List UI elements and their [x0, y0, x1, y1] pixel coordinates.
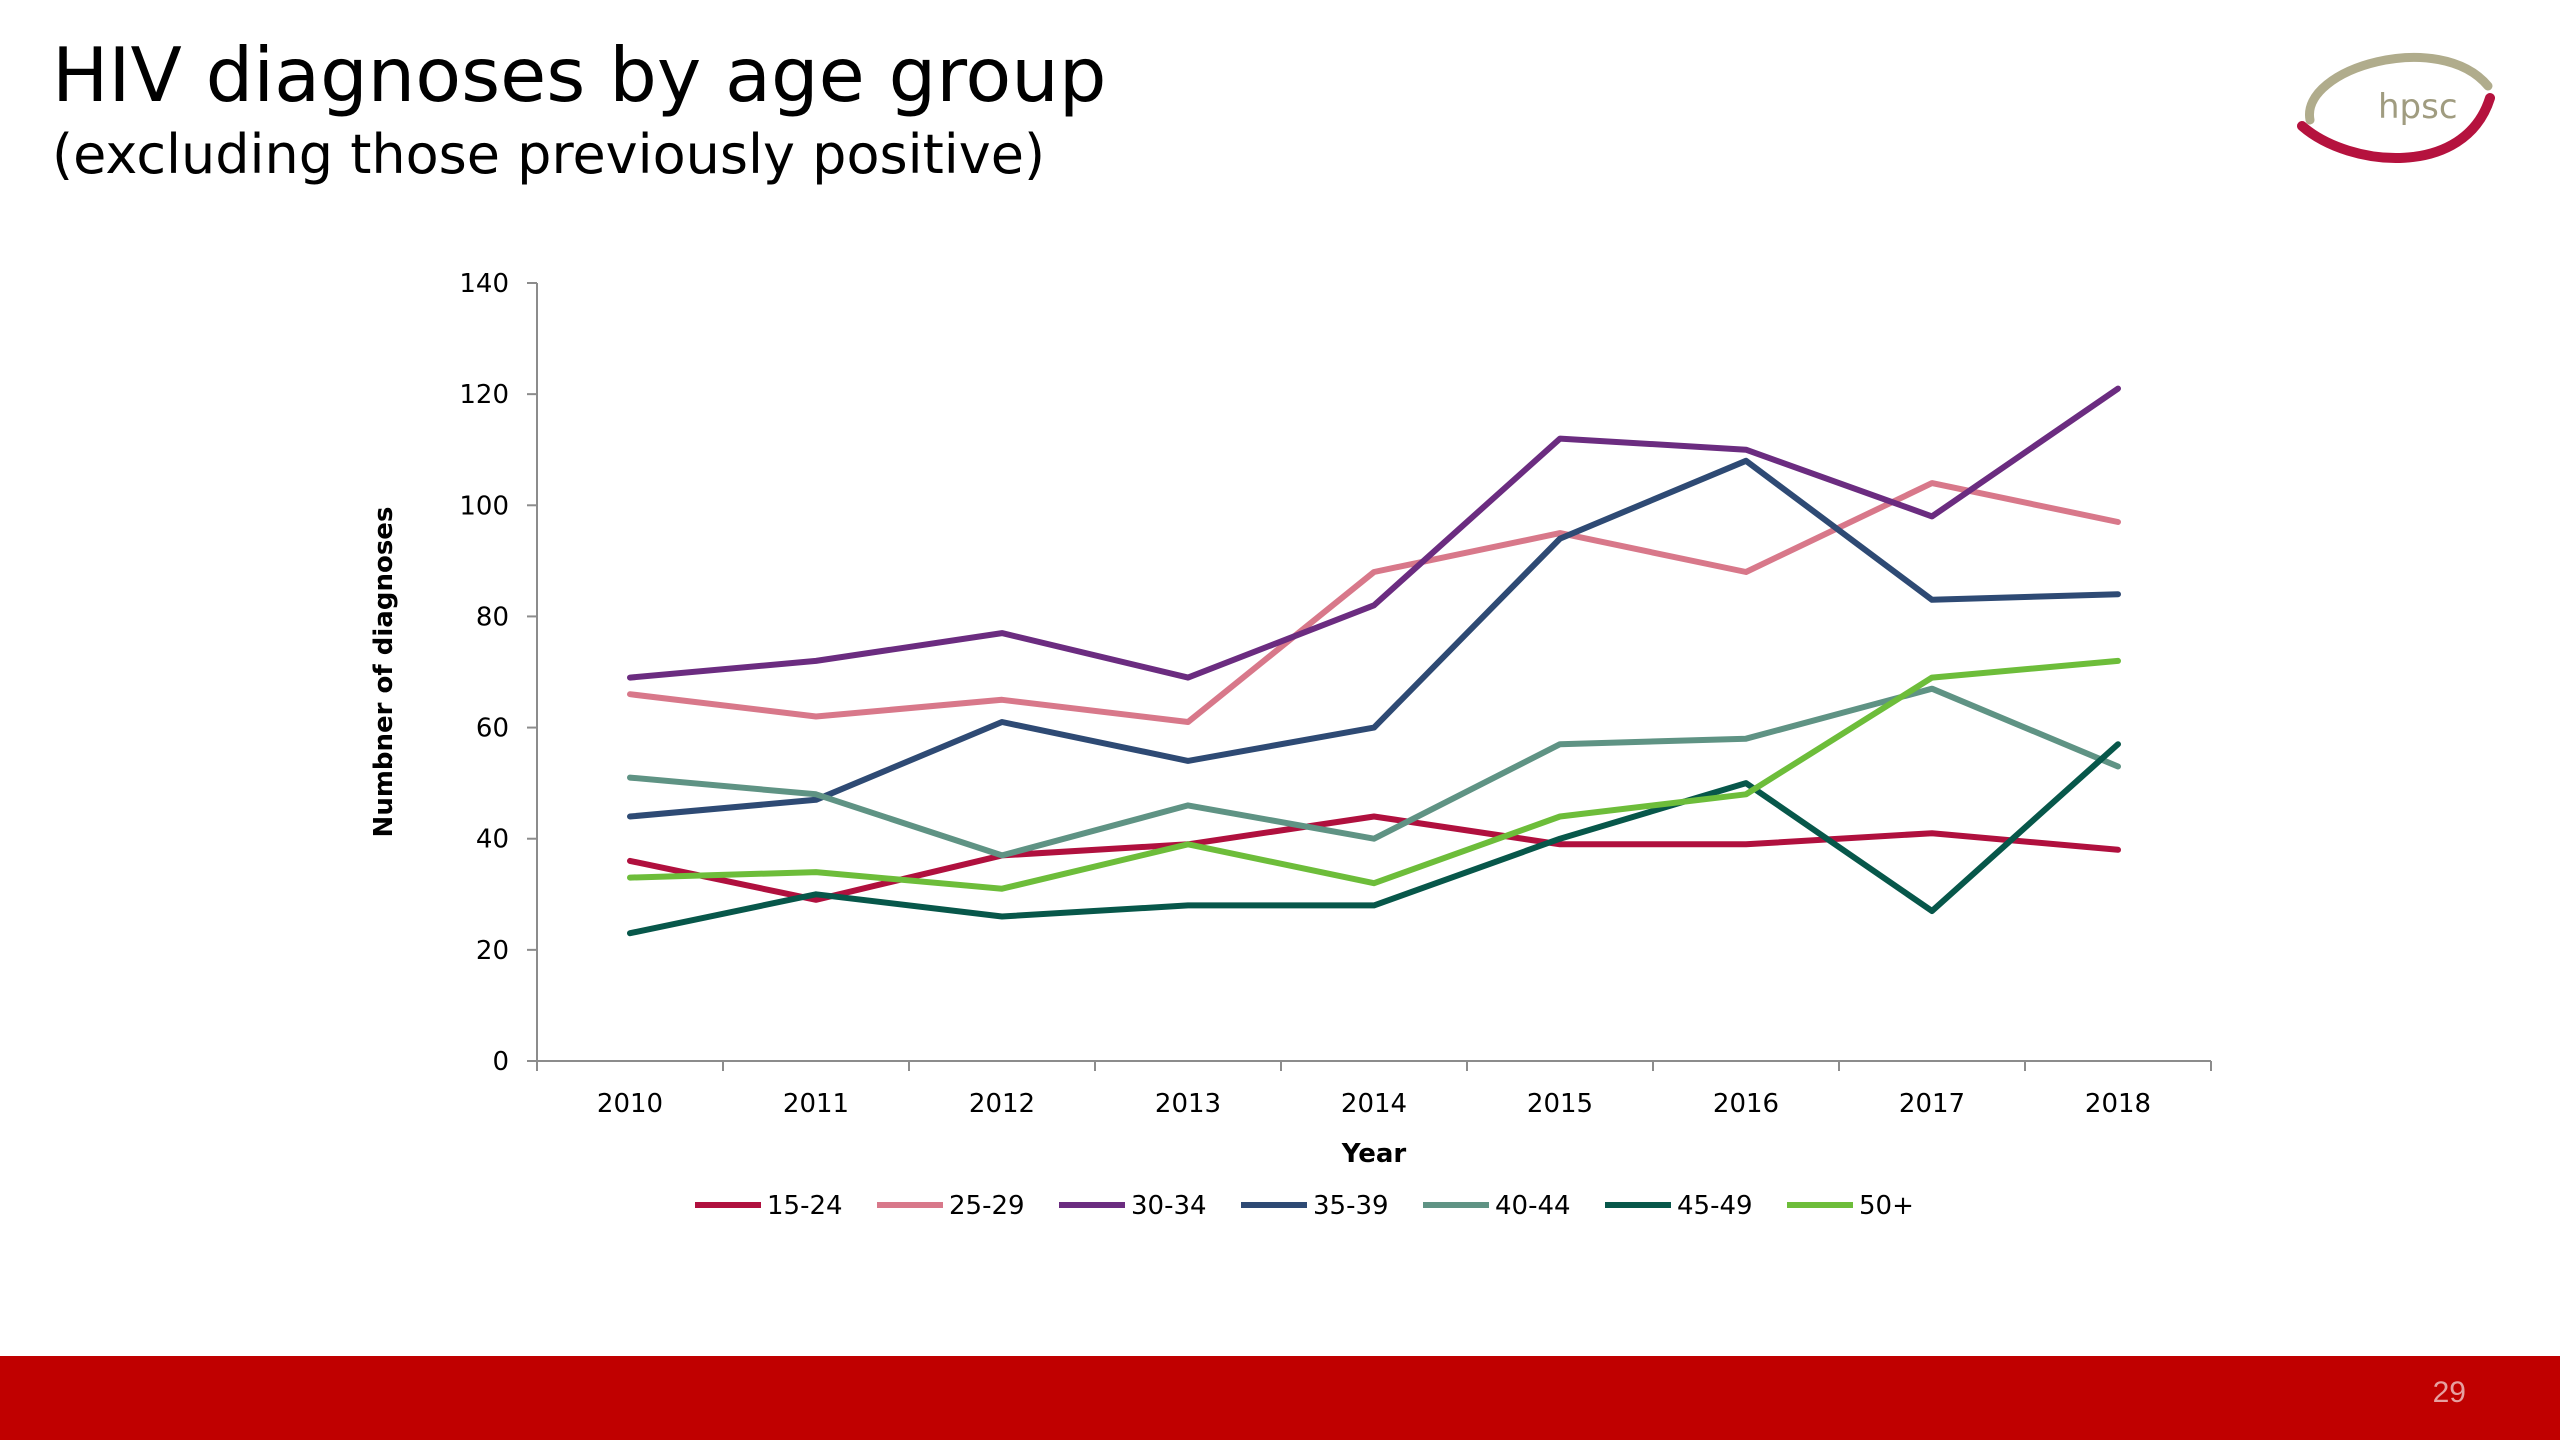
series-line-50plus [627, 657, 2121, 892]
series-line-35-39 [627, 457, 2121, 820]
y-axis: 0 20 40 60 80 100 120 140 [459, 269, 538, 1077]
y-tick-label: 140 [459, 269, 509, 299]
logo-swoosh-bottom [2297, 93, 2495, 163]
x-tick-label: 2010 [597, 1089, 663, 1119]
x-tick-label: 2016 [1713, 1089, 1779, 1119]
legend-label: 35-39 [1313, 1191, 1389, 1221]
legend-label: 50+ [1859, 1191, 1914, 1221]
x-tick-label: 2018 [2085, 1089, 2151, 1119]
series-line-30-34 [627, 385, 2121, 681]
legend-label: 40-44 [1495, 1191, 1571, 1221]
logo-swoosh-top [2305, 52, 2493, 125]
hpsc-logo: hpsc [2297, 52, 2495, 163]
footer-bar [0, 1356, 2560, 1440]
series-line-15-24 [627, 813, 2121, 903]
y-tick-label: 0 [492, 1047, 509, 1077]
chart-legend: 15-24 25-29 30-34 35-39 40-44 45-49 50+ [695, 1191, 1914, 1221]
x-tick-label: 2015 [1527, 1089, 1593, 1119]
y-tick-label: 20 [476, 936, 509, 966]
series-line-40-44 [627, 685, 2121, 859]
x-tick-label: 2013 [1155, 1089, 1221, 1119]
slide-title: HIV diagnoses by age group [52, 31, 1107, 119]
page-number: 29 [2432, 1376, 2466, 1409]
x-tick-label: 2011 [783, 1089, 849, 1119]
x-tick-label: 2014 [1341, 1089, 1407, 1119]
series-line-25-29 [627, 480, 2121, 725]
y-axis-title: Numbner of diagnoses [369, 507, 399, 838]
x-axis: 2010 2011 2012 2013 2014 2015 2016 2017 2018 [536, 1060, 2212, 1119]
y-tick-label: 60 [476, 714, 509, 744]
legend-label: 25-29 [949, 1191, 1025, 1221]
x-tick-label: 2012 [969, 1089, 1035, 1119]
y-tick-label: 100 [459, 491, 509, 521]
chart-series [627, 385, 2121, 937]
y-tick-label: 120 [459, 380, 509, 410]
x-axis-title: Year [1341, 1139, 1407, 1169]
legend-label: 45-49 [1677, 1191, 1753, 1221]
x-tick-label: 2017 [1899, 1089, 1965, 1119]
y-tick-label: 40 [476, 825, 509, 855]
series-line-45-49 [627, 741, 2121, 937]
legend-label: 15-24 [767, 1191, 843, 1221]
legend-label: 30-34 [1131, 1191, 1207, 1221]
logo-text: hpsc [2378, 87, 2458, 127]
y-tick-label: 80 [476, 602, 509, 632]
slide-subtitle: (excluding those previously positive) [52, 123, 1046, 186]
